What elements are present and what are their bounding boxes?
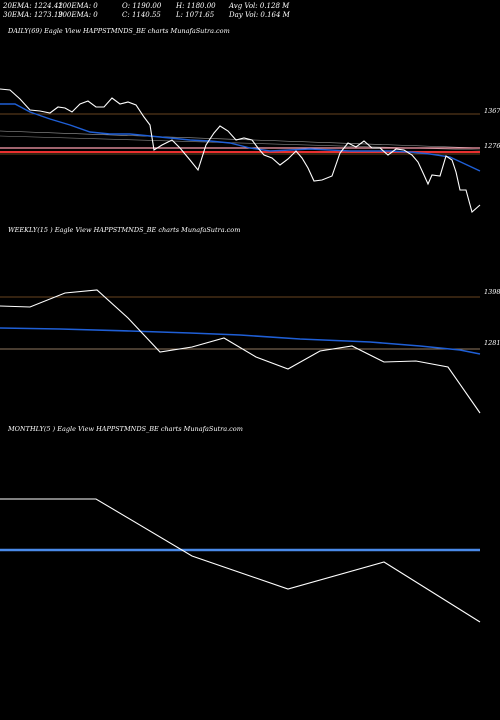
monthly-chart-label: MONTHLY(5 ) Eagle View HAPPSTMNDS_BE cha… xyxy=(8,425,243,433)
daily-price-label-lower: 1276 xyxy=(484,142,500,150)
weekly-chart-label: WEEKLY(15 ) Eagle View HAPPSTMNDS_BE cha… xyxy=(8,226,241,234)
daily-panel: 1367 1276 xyxy=(0,88,500,213)
low-value: L: 1071.65 xyxy=(176,11,215,19)
weekly-price-label-lower: 1281 xyxy=(484,339,500,347)
open-value: O: 1190.00 xyxy=(122,2,162,10)
weekly-ema-line xyxy=(0,327,481,355)
weekly-price-line xyxy=(0,289,481,414)
daily-price-line xyxy=(0,88,481,213)
ema30-value: 30EMA: 1273.19 xyxy=(3,11,63,19)
daily-chart-label: DAILY(69) Eagle View HAPPSTMNDS_BE chart… xyxy=(8,27,230,35)
weekly-panel: 1398 1281 xyxy=(0,288,500,414)
weekly-price-label-upper: 1398 xyxy=(484,288,500,296)
day-vol-value: Day Vol: 0.164 M xyxy=(229,11,290,19)
close-value: C: 1140.55 xyxy=(122,11,161,19)
high-value: H: 1180.00 xyxy=(176,2,216,10)
daily-price-label-upper: 1367 xyxy=(484,107,500,115)
avg-vol-value: Avg Vol: 0.128 M xyxy=(229,2,290,10)
ema20-value: 20EMA: 1224.42 xyxy=(3,2,63,10)
monthly-price-line xyxy=(0,498,481,623)
ema100-value: 100EMA: 0 xyxy=(58,2,98,10)
monthly-panel xyxy=(0,498,481,623)
ema200-value: 200EMA: 0 xyxy=(58,11,98,19)
